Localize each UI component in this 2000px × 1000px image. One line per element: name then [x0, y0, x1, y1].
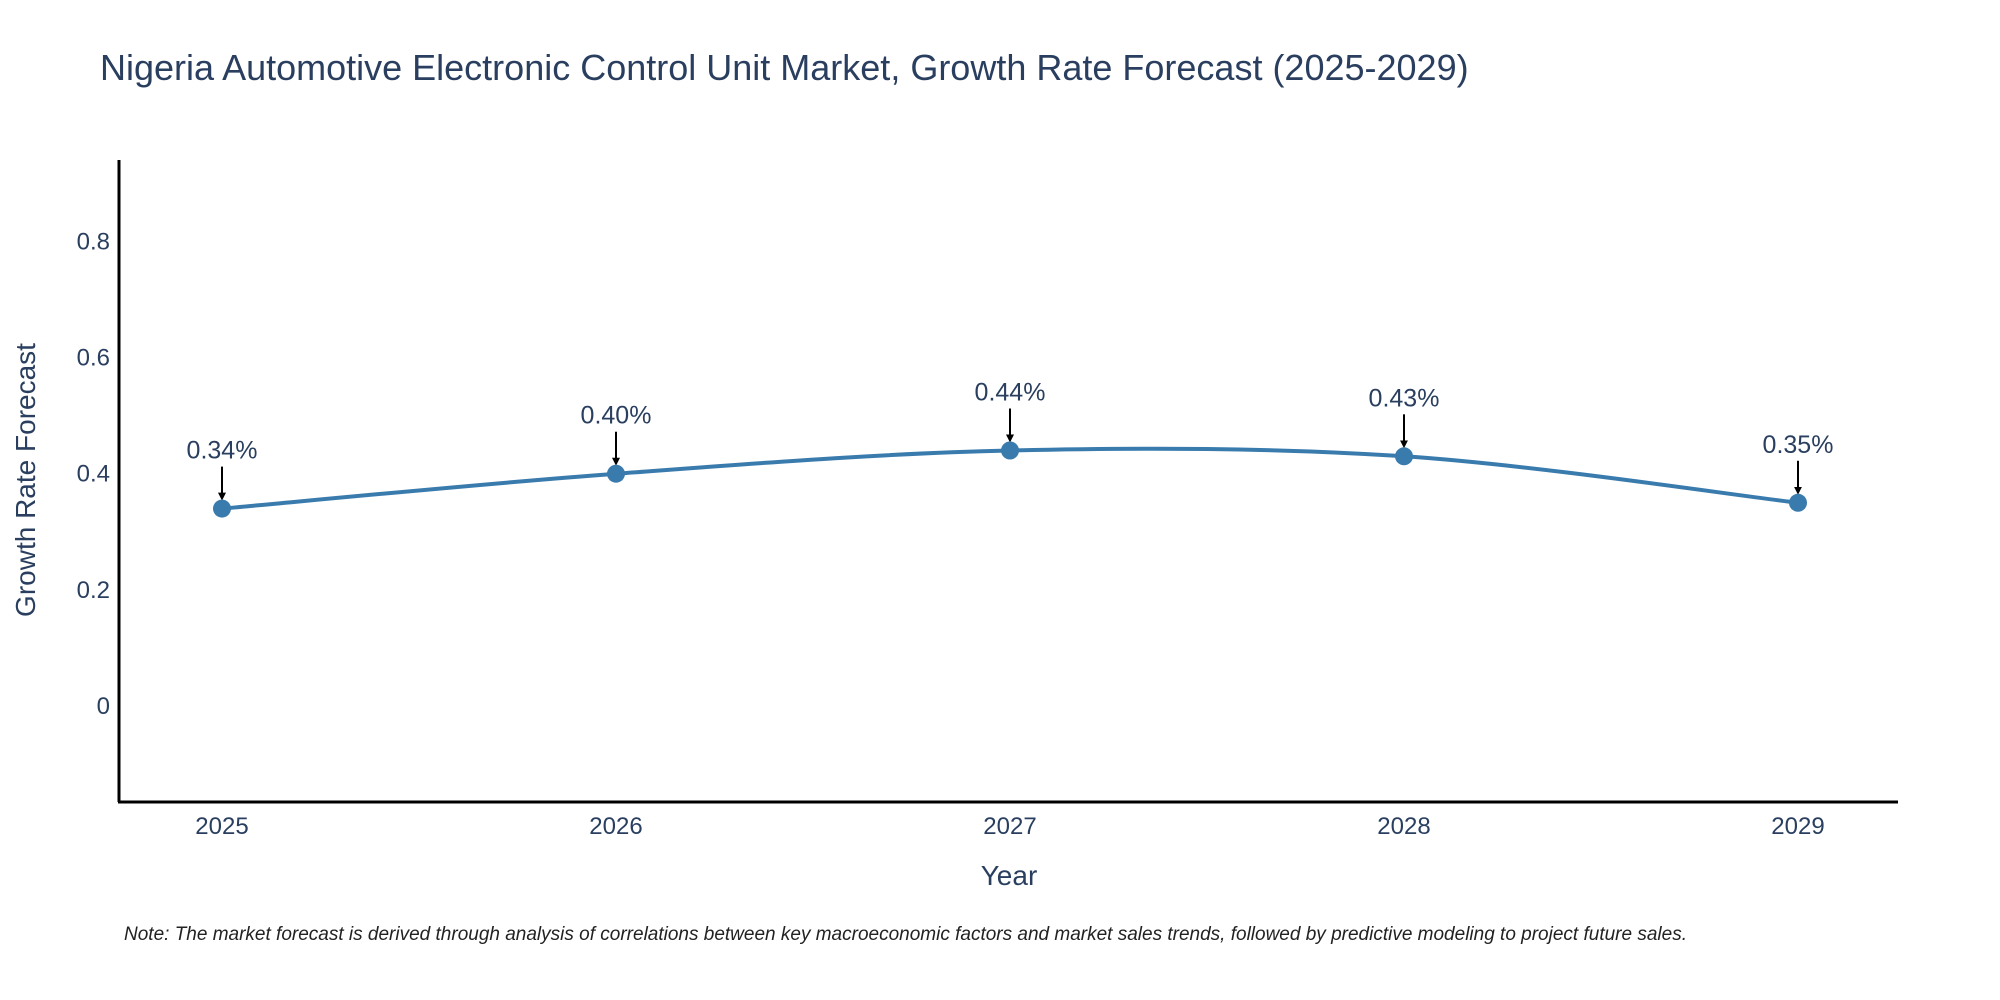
y-axis-title: Growth Rate Forecast: [10, 343, 41, 617]
x-tick-label: 2025: [195, 813, 248, 840]
data-label: 0.40%: [581, 402, 652, 430]
data-point-markers: [213, 441, 1807, 518]
data-point: [1395, 447, 1413, 466]
data-point: [1789, 493, 1807, 512]
x-tick-labels: 2025 2026 2027 2028 2029: [195, 813, 1824, 840]
data-label: 0.35%: [1763, 431, 1834, 459]
data-point: [607, 464, 625, 483]
data-label-annotations: 0.34% 0.40% 0.44% 0.43% 0.35%: [187, 378, 1834, 501]
data-label: 0.44%: [975, 378, 1046, 406]
x-axis-title: Year: [981, 860, 1038, 891]
data-point: [1001, 441, 1019, 460]
x-tick-label: 2027: [983, 813, 1036, 840]
y-tick-label: 0.4: [77, 461, 110, 488]
x-tick-label: 2029: [1771, 813, 1824, 840]
x-tick-label: 2028: [1377, 813, 1430, 840]
x-tick-label: 2026: [589, 813, 642, 840]
data-point: [213, 499, 231, 518]
y-tick-label: 0.8: [77, 228, 110, 255]
data-label: 0.43%: [1369, 384, 1440, 412]
footnote: Note: The market forecast is derived thr…: [124, 924, 1687, 945]
y-tick-label: 0.6: [77, 345, 110, 372]
data-label: 0.34%: [187, 437, 258, 465]
y-tick-labels: 0 0.2 0.4 0.6 0.8: [77, 228, 110, 720]
y-tick-label: 0.2: [77, 577, 110, 604]
chart-title: Nigeria Automotive Electronic Control Un…: [100, 47, 1469, 88]
y-tick-label: 0: [97, 693, 110, 720]
